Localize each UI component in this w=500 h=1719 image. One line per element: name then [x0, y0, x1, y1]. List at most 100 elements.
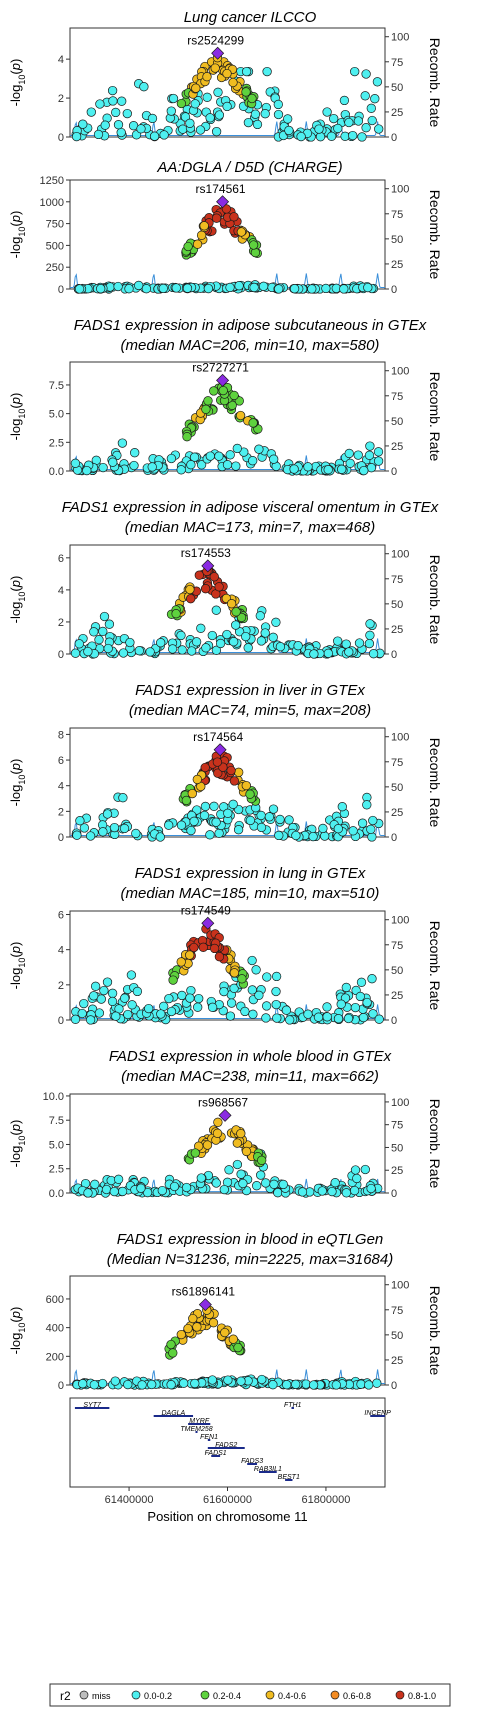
snp-point [168, 975, 178, 985]
snp-point [155, 832, 165, 842]
y2-tick-label: 0 [391, 1015, 397, 1027]
plot-frame [69, 179, 386, 290]
y-tick-label: 0 [58, 132, 64, 144]
snp-point [214, 582, 224, 592]
snp-point [282, 1380, 292, 1390]
snp-point [272, 1013, 282, 1023]
y2-tick-label: 100 [391, 366, 409, 378]
snp-point [278, 1179, 288, 1190]
snp-point [200, 584, 211, 594]
snp-point [213, 1117, 223, 1127]
snp-point [368, 815, 378, 826]
y-tick-label: 2.5 [49, 437, 64, 449]
y-tick-label: 2 [58, 806, 64, 818]
y2-tick-label: 25 [391, 807, 403, 819]
snp-point [344, 117, 354, 128]
snp-point [285, 1015, 295, 1025]
snp-point [236, 1376, 246, 1386]
snp-point [180, 112, 191, 122]
y2-tick-label: 75 [391, 574, 403, 586]
snp-point [269, 1179, 279, 1189]
snp-point [83, 1188, 93, 1198]
snp-point [181, 1182, 192, 1193]
snp-point [357, 132, 367, 142]
snp-point [70, 1014, 81, 1024]
snp-point [235, 410, 246, 421]
y-tick-label: 1000 [40, 197, 64, 209]
snp-point [291, 1379, 301, 1389]
snp-point [82, 465, 92, 476]
snp-point [214, 952, 225, 962]
snp-point [102, 977, 113, 987]
x-tick-label: 61600000 [203, 1494, 252, 1506]
snp-point [366, 103, 376, 113]
snp-point [181, 795, 191, 806]
snp-point [262, 972, 272, 982]
snp-point [274, 284, 284, 294]
association-panel-5: FADS1 expression in liver in GTEx (median… [8, 682, 443, 844]
snp-point [85, 831, 96, 841]
snp-point [191, 83, 201, 93]
snp-point [233, 825, 244, 835]
snp-point [207, 630, 217, 641]
snp-point [199, 810, 210, 821]
snp-point [232, 1159, 243, 1170]
snp-point [356, 1379, 366, 1389]
snp-point [169, 1181, 180, 1192]
snp-point [166, 106, 176, 116]
snp-point [344, 448, 354, 459]
y2-tick-label: 25 [391, 624, 403, 636]
snp-point [326, 131, 337, 141]
snp-point [258, 281, 269, 291]
snp-point [192, 239, 203, 249]
gene-label: INCENP [364, 1410, 391, 1417]
snp-point [101, 1184, 112, 1195]
snp-point [348, 826, 358, 836]
y2-tick-label: 0 [391, 1380, 397, 1392]
snp-point [185, 584, 195, 595]
snp-point [159, 130, 169, 140]
y2-tick-label: 0 [391, 649, 397, 661]
y2-tick-label: 0 [391, 284, 397, 296]
panel-title: (median MAC=173, min=7, max=468) [125, 519, 376, 536]
snp-point [147, 113, 158, 124]
association-panel-3: FADS1 expression in adipose subcutaneous… [8, 317, 443, 478]
snp-point [373, 447, 384, 457]
snp-point [203, 396, 213, 406]
x-axis-label: Position on chromosome 11 [147, 1509, 307, 1524]
y-tick-label: 600 [46, 1294, 64, 1306]
snp-point [136, 1183, 146, 1193]
y-tick-label: 7.5 [49, 380, 64, 392]
snp-point [228, 1334, 238, 1344]
snp-point [187, 646, 197, 656]
plot-frame [69, 910, 386, 1021]
panel-title: FADS1 expression in adipose visceral ome… [62, 499, 439, 516]
snp-point [250, 247, 261, 258]
snp-point [166, 1380, 176, 1390]
snp-point [339, 95, 350, 106]
snp-point [248, 1009, 258, 1019]
legend-swatch [330, 1690, 340, 1700]
legend-swatch [131, 1690, 141, 1700]
snp-point [231, 620, 241, 630]
snp-point [241, 66, 252, 77]
snp-point [372, 1378, 382, 1388]
snp-point [273, 99, 283, 110]
snp-point [192, 774, 202, 785]
snp-point [157, 1185, 167, 1196]
y-axis-label: -log10(p) [8, 759, 27, 807]
snp-point [119, 823, 130, 834]
snp-point [360, 91, 370, 101]
panel-title: FADS1 expression in liver in GTEx [135, 682, 365, 699]
snp-point [360, 1164, 370, 1175]
snp-point [202, 92, 212, 102]
snp-point [190, 99, 200, 109]
snp-point [364, 1380, 374, 1390]
snp-point [96, 994, 106, 1004]
snp-point [256, 636, 267, 646]
snp-point [120, 993, 130, 1003]
y2-tick-label: 25 [391, 1355, 403, 1367]
panel-title: (median MAC=185, min=10, max=510) [121, 885, 380, 902]
snp-point [321, 283, 331, 294]
y-axis-label: -log10(p) [8, 576, 27, 624]
